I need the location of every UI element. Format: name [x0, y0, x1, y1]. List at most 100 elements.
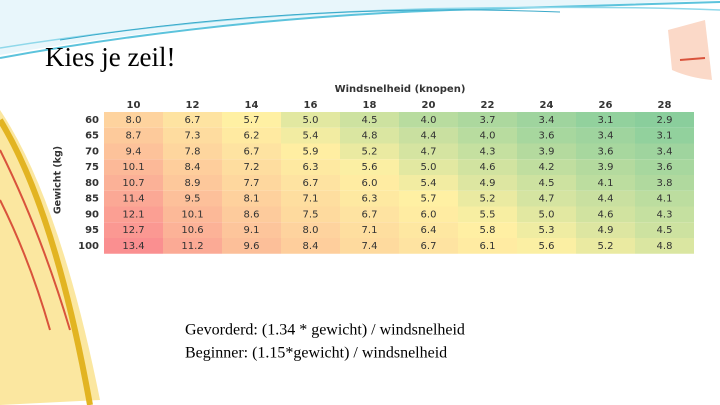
cell-bg [104, 112, 163, 128]
cell-bg [104, 159, 163, 175]
formula: Beginner: (1.15*gewicht) / windsnelheid [185, 345, 447, 362]
row-group-label: Gewicht (kg) [53, 146, 64, 214]
cell: 7.7 [244, 178, 260, 189]
cell-bg [104, 175, 163, 191]
cell-bg [399, 175, 458, 191]
cell-bg [458, 159, 517, 175]
cell: 5.2 [598, 241, 614, 252]
cell: 12.7 [122, 225, 144, 236]
cell: 3.9 [539, 146, 555, 157]
cell: 5.4 [303, 131, 319, 142]
cell: 5.0 [421, 162, 437, 173]
cell-bg [635, 159, 694, 175]
cell: 5.8 [480, 225, 496, 236]
cell-bg [576, 143, 635, 160]
cell-bg [399, 143, 458, 160]
row-header: 65 [85, 131, 99, 142]
cell: 3.4 [657, 146, 673, 157]
cell: 5.4 [421, 178, 437, 189]
cell-bg [222, 238, 281, 254]
cell-bg [576, 127, 635, 144]
cell: 7.2 [244, 162, 260, 173]
column-header: 20 [422, 100, 436, 111]
cell: 2.9 [657, 115, 673, 126]
cell-bg [281, 238, 340, 254]
cell: 8.0 [303, 225, 319, 236]
cell-bg [340, 206, 399, 223]
wave-bg [0, 0, 720, 55]
cell: 4.6 [598, 209, 614, 220]
cell: 10.6 [181, 225, 203, 236]
row-header: 95 [85, 225, 99, 236]
sail-line [679, 57, 706, 61]
cell-bg [163, 175, 222, 191]
cell: 7.8 [185, 146, 201, 157]
cell: 8.4 [185, 162, 201, 173]
cell: 4.7 [539, 194, 555, 205]
cell-bg [517, 112, 576, 128]
cell-bg [104, 143, 163, 160]
column-header: 28 [658, 100, 672, 111]
cell: 4.4 [421, 131, 437, 142]
cell-bg [635, 190, 694, 207]
cell-bg [163, 222, 222, 238]
cell: 5.0 [303, 115, 319, 126]
cell-bg [222, 127, 281, 144]
cell-bg [163, 127, 222, 144]
cell-bg [340, 127, 399, 144]
cell: 8.1 [244, 194, 260, 205]
cell-bg [222, 190, 281, 207]
cell-bg [635, 127, 694, 144]
cell-bg [458, 143, 517, 160]
cell: 6.3 [362, 194, 378, 205]
cell-bg [517, 206, 576, 223]
cell: 8.0 [126, 115, 142, 126]
cell: 3.1 [598, 115, 614, 126]
cell: 3.9 [598, 162, 614, 173]
cell: 3.4 [598, 131, 614, 142]
cell-bg [222, 159, 281, 175]
cell-bg [163, 112, 222, 128]
cell: 3.6 [598, 146, 614, 157]
cell: 3.6 [657, 162, 673, 173]
cell-bg [281, 190, 340, 207]
cell-bg [576, 222, 635, 238]
cell: 11.4 [122, 194, 144, 205]
cell: 5.7 [421, 194, 437, 205]
cell: 6.4 [421, 225, 437, 236]
cell-bg [104, 127, 163, 144]
cell-bg [399, 190, 458, 207]
cell: 9.5 [185, 194, 201, 205]
cell-bg [281, 112, 340, 128]
cell: 6.0 [421, 209, 437, 220]
cell-bg [340, 112, 399, 128]
cell: 13.4 [122, 241, 144, 252]
cell: 4.4 [598, 194, 614, 205]
cell: 6.7 [303, 178, 319, 189]
sail-small [668, 20, 712, 80]
cell-bg [399, 238, 458, 254]
cell-bg [104, 222, 163, 238]
cell-bg [458, 112, 517, 128]
cell: 4.0 [480, 131, 496, 142]
column-header: 24 [540, 100, 554, 111]
cell: 4.8 [657, 241, 673, 252]
column-header: 18 [363, 100, 377, 111]
cell-bg [340, 175, 399, 191]
cell-bg [222, 222, 281, 238]
cell-bg [576, 112, 635, 128]
cell: 4.5 [657, 225, 673, 236]
cell: 5.6 [539, 241, 555, 252]
cell-bg [163, 190, 222, 207]
cell: 5.7 [244, 115, 260, 126]
cell: 4.1 [598, 178, 614, 189]
cell-bg [104, 238, 163, 254]
cell: 3.6 [539, 131, 555, 142]
cell: 10.7 [122, 178, 144, 189]
cell-bg [458, 127, 517, 144]
cell: 8.4 [303, 241, 319, 252]
cell: 5.3 [539, 225, 555, 236]
cell-bg [281, 175, 340, 191]
sail-line [0, 199, 51, 331]
cell: 8.7 [126, 131, 142, 142]
